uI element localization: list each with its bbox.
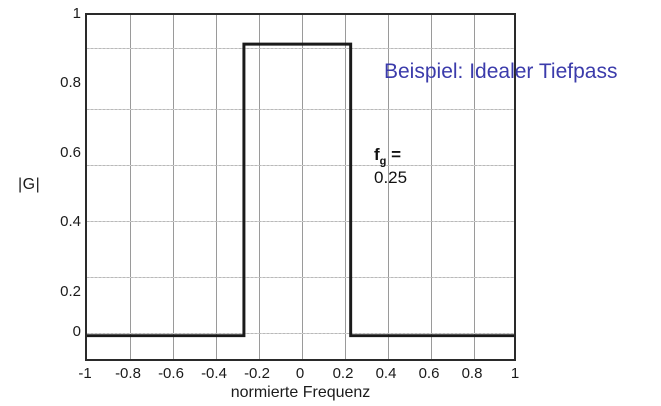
y-tick-label: 1 bbox=[72, 5, 81, 22]
x-tick-label: -0.8 bbox=[115, 365, 141, 382]
gridline-horizontal bbox=[87, 277, 514, 278]
fg-subscript-g: g bbox=[379, 155, 387, 168]
cutoff-frequency-annotation: fg = 0.25 bbox=[374, 145, 407, 188]
gridline-vertical bbox=[302, 15, 303, 359]
gridline-vertical bbox=[388, 15, 389, 359]
x-tick-label: 0.8 bbox=[461, 365, 483, 382]
cutoff-frequency-value: 0.25 bbox=[374, 168, 408, 188]
cutoff-frequency-symbol: fg = bbox=[374, 145, 402, 168]
lowpass-magnitude-curve bbox=[87, 42, 514, 338]
x-tick-label: -0.2 bbox=[244, 365, 270, 382]
chart-title: Beispiel: Idealer Tiefpass bbox=[384, 60, 618, 83]
y-axis-tick-labels: 1 0.8 0.6 0.4 0.2 0 bbox=[27, 6, 81, 361]
x-tick-label: 1 bbox=[510, 365, 520, 382]
y-tick-label: 0.4 bbox=[60, 213, 81, 230]
gridline-vertical bbox=[474, 15, 475, 359]
x-tick-label: 0.4 bbox=[375, 365, 397, 382]
gridline-vertical bbox=[345, 15, 346, 359]
y-tick-label: 0.6 bbox=[60, 144, 81, 161]
x-tick-label: -0.4 bbox=[201, 365, 227, 382]
plot-area: fg = 0.25 bbox=[85, 13, 516, 361]
y-tick-label: 0.2 bbox=[60, 283, 81, 300]
gridline-horizontal bbox=[87, 165, 514, 166]
fg-equals-sign: = bbox=[386, 145, 402, 164]
fg-symbol-f: f bbox=[374, 145, 380, 164]
x-tick-label: -1 bbox=[78, 365, 92, 382]
gridline-horizontal bbox=[87, 109, 514, 110]
gridline-vertical bbox=[130, 15, 131, 359]
gridline-vertical bbox=[216, 15, 217, 359]
y-tick-label: 0.8 bbox=[60, 74, 81, 91]
x-tick-label: 0.6 bbox=[418, 365, 440, 382]
gridline-vertical bbox=[259, 15, 260, 359]
x-tick-label: 0.2 bbox=[332, 365, 354, 382]
x-axis-title: normierte Frequenz bbox=[230, 384, 371, 401]
gridline-horizontal bbox=[87, 333, 514, 334]
gridline-vertical bbox=[173, 15, 174, 359]
x-tick-label: 0 bbox=[295, 365, 305, 382]
x-axis-tick-labels: -1 -0.8 -0.6 -0.4 -0.2 0 0.2 0.4 0.6 0.8… bbox=[78, 365, 519, 386]
y-tick-label: 0 bbox=[72, 323, 81, 340]
gridline-horizontal bbox=[87, 221, 514, 222]
x-tick-label: -0.6 bbox=[158, 365, 184, 382]
gridline-vertical bbox=[431, 15, 432, 359]
gridline-horizontal bbox=[87, 48, 514, 49]
y-axis-title: |G| bbox=[18, 176, 41, 193]
